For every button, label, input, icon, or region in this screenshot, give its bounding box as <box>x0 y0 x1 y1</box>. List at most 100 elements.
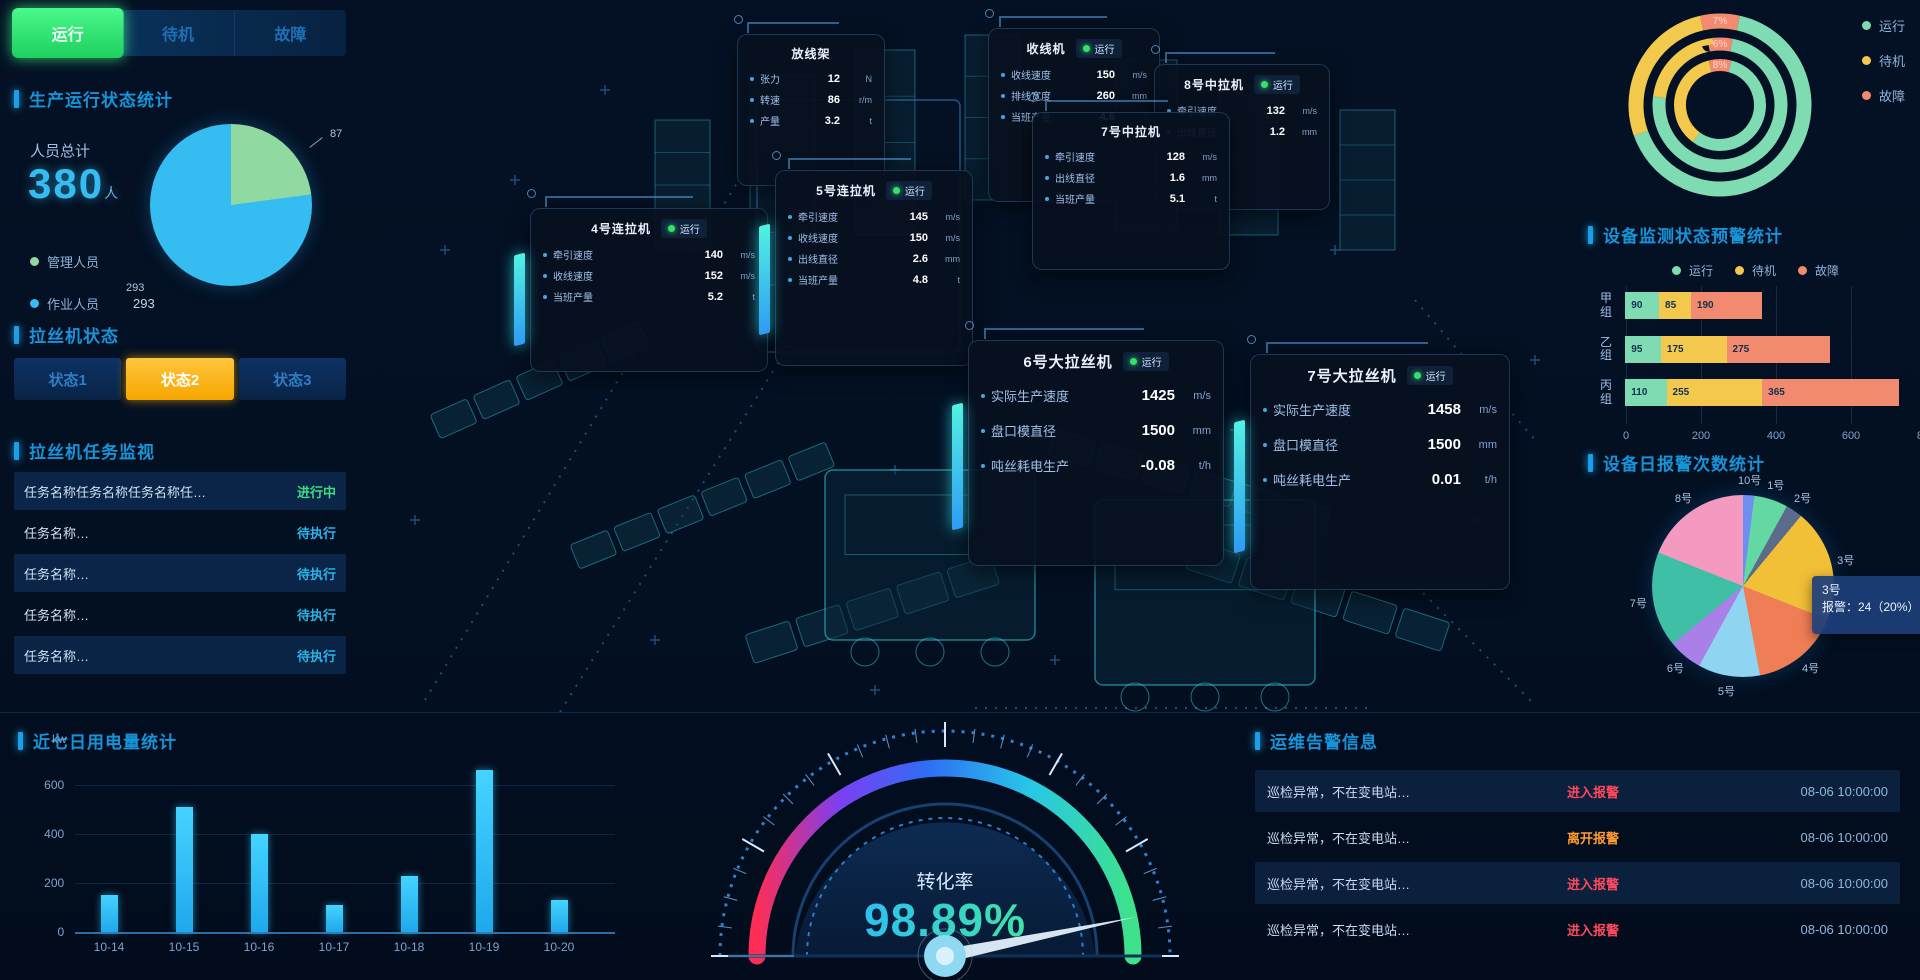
bullet-icon <box>1263 477 1267 482</box>
cross-marker <box>1530 355 1540 365</box>
task-status: 待执行 <box>296 607 336 623</box>
power-bar <box>476 769 493 932</box>
task-row[interactable]: 任务名称… 待执行 <box>14 636 346 674</box>
alarm-pie-chart <box>1652 495 1834 677</box>
alarm-row[interactable]: 巡检异常，不在变电站… 进入报警 08-06 10:00:00 <box>1255 770 1900 812</box>
alarm-message: 巡检异常，不在变电站… <box>1267 830 1411 846</box>
alarm-row[interactable]: 巡检异常，不在变电站… 离开报警 08-06 10:00:00 <box>1255 816 1900 858</box>
power-bar <box>101 895 118 932</box>
pie-callout-green: 87 <box>330 128 343 140</box>
status-button-3[interactable]: 状态3 <box>238 358 346 400</box>
bullet-icon <box>1001 114 1005 119</box>
status-chip-label: 运行 <box>1425 372 1446 383</box>
machine-card-title: 7号中拉机 <box>1101 125 1161 139</box>
conveyor-cart <box>657 495 704 534</box>
tab-1[interactable]: 运行 <box>12 8 125 58</box>
alarm-time: 08-06 10:00:00 <box>1800 875 1888 891</box>
metric-label: 当班产量 <box>798 276 838 287</box>
task-row[interactable]: 任务名称… 待执行 <box>14 595 346 633</box>
dotted-guide-line <box>424 119 776 701</box>
ring-segment-待机 <box>1652 37 1788 173</box>
axis-category-label: 10-19 <box>468 940 500 954</box>
task-row[interactable]: 任务名称… 待执行 <box>14 513 346 551</box>
bullet-icon <box>981 428 985 433</box>
conveyor-cart <box>744 459 791 499</box>
tab-3[interactable]: 故障 <box>274 27 307 44</box>
metric-label: 当班产量 <box>1055 195 1095 206</box>
status-chip-label: 运行 <box>1141 358 1162 369</box>
metric-label: 吨丝耗电生产 <box>991 459 1070 474</box>
machine-card-header: 7号中拉机 <box>1045 123 1217 140</box>
gauge-tick <box>1115 816 1127 826</box>
power-bar <box>401 875 418 932</box>
metric-unit: t <box>869 115 872 126</box>
ring-segment-待机 <box>1674 59 1766 151</box>
gauge-needle <box>945 917 1136 963</box>
metric-row: 实际生产速度 1458 m/s <box>1263 400 1497 419</box>
alarm-row[interactable]: 巡检异常，不在变电站… 进入报警 08-06 10:00:00 <box>1255 908 1900 950</box>
status-button-2[interactable]: 状态2 <box>126 358 234 400</box>
metric-value: 2.6 <box>912 252 928 265</box>
axis-tick-label: 200 <box>44 875 65 890</box>
bar-legend-item: 故障 <box>1798 262 1839 279</box>
machine-card-header: 8号中拉机 运行 <box>1167 75 1317 94</box>
task-status: 待执行 <box>296 566 336 582</box>
metric-unit: m/s <box>945 232 961 243</box>
status-dot-icon <box>1129 358 1137 365</box>
task-status: 待执行 <box>296 525 336 541</box>
tab-2[interactable]: 待机 <box>122 10 235 56</box>
metric-unit: m/s <box>1202 151 1218 162</box>
gridline <box>75 882 615 884</box>
metric-value: 1458 <box>1427 401 1461 418</box>
stacked-bar-row: 乙组 95 175 275 <box>1600 335 1912 364</box>
pie-slice-label: 1号 <box>1767 480 1785 493</box>
task-row[interactable]: 任务名称… 待执行 <box>14 554 346 592</box>
machine-card: 7号大拉丝机 运行 实际生产速度 1458 m/s 盘口模直径 1500 mm 吨丝耗电生产 0.… <box>1234 335 1510 590</box>
bullet-icon <box>1001 72 1005 77</box>
task-row[interactable]: 任务名称任务名称任务名称任… 进行中 <box>14 472 346 510</box>
metric-row: 产量 3.2 t <box>750 113 872 128</box>
conveyor-cart <box>473 380 520 420</box>
machine-card-title: 收线机 <box>1026 42 1066 56</box>
pie-slice-label: 8号 <box>1674 493 1692 506</box>
metric-value: 5.2 <box>707 290 723 303</box>
stacked-bar-chart: 甲组 90 85 190 乙组 95 175 275 丙组 110 255 365 <box>1600 291 1912 423</box>
machine-card-header: 放线架 <box>750 45 872 62</box>
task-name: 任务名称… <box>24 525 90 541</box>
axis-category-label: 10-14 <box>93 940 125 954</box>
metric-value: 1425 <box>1141 387 1175 404</box>
alarm-message: 巡检异常，不在变电站… <box>1267 784 1411 800</box>
bullet-icon <box>788 256 792 261</box>
gauge-tick <box>827 752 842 776</box>
status-dot-icon <box>667 225 675 232</box>
section-title-text: 设备监测状态预警统计 <box>1603 227 1783 246</box>
gridline <box>75 932 615 934</box>
alarm-row[interactable]: 巡检异常，不在变电站… 进入报警 08-06 10:00:00 <box>1255 862 1900 904</box>
axis-tick-label: 200 <box>1691 430 1711 442</box>
axis-tick-label: 600 <box>1841 430 1861 442</box>
title-accent-bar <box>14 325 19 344</box>
legend-item: 管理人员 <box>30 252 99 271</box>
machine-card: 7号中拉机 牵引速度 128 m/s 出线直径 1.6 mm 当班产量 5.1 t <box>1029 93 1230 270</box>
ring-segment-运行 <box>1652 37 1788 173</box>
bullet-icon <box>1045 175 1049 180</box>
conveyor-cart <box>613 512 660 552</box>
machine-wheel <box>850 637 880 667</box>
bullet-icon <box>981 463 985 468</box>
status-button-1[interactable]: 状态1 <box>14 358 122 400</box>
stacked-bar-legend: 运行 待机 故障 <box>1672 262 1839 279</box>
task-name: 任务名称… <box>24 607 90 623</box>
bullet-icon <box>1045 196 1049 201</box>
metric-row: 牵引速度 145 m/s <box>788 209 960 224</box>
pie-slice-label: 4号 <box>1802 662 1820 675</box>
metric-label: 产量 <box>760 117 780 128</box>
metric-label: 盘口模直径 <box>991 424 1057 439</box>
axis-tick-label: 0 <box>57 925 65 939</box>
alarm-message: 巡检异常，不在变电站… <box>1267 876 1411 892</box>
alarm-status: 离开报警 <box>1567 830 1620 846</box>
metric-label: 收线速度 <box>553 272 593 283</box>
alarm-status: 进入报警 <box>1567 876 1620 892</box>
bar-segment-value: 275 <box>1732 343 1750 355</box>
glow-bar <box>1234 419 1245 553</box>
section-title-production: 生产运行状态统计 <box>14 86 173 111</box>
